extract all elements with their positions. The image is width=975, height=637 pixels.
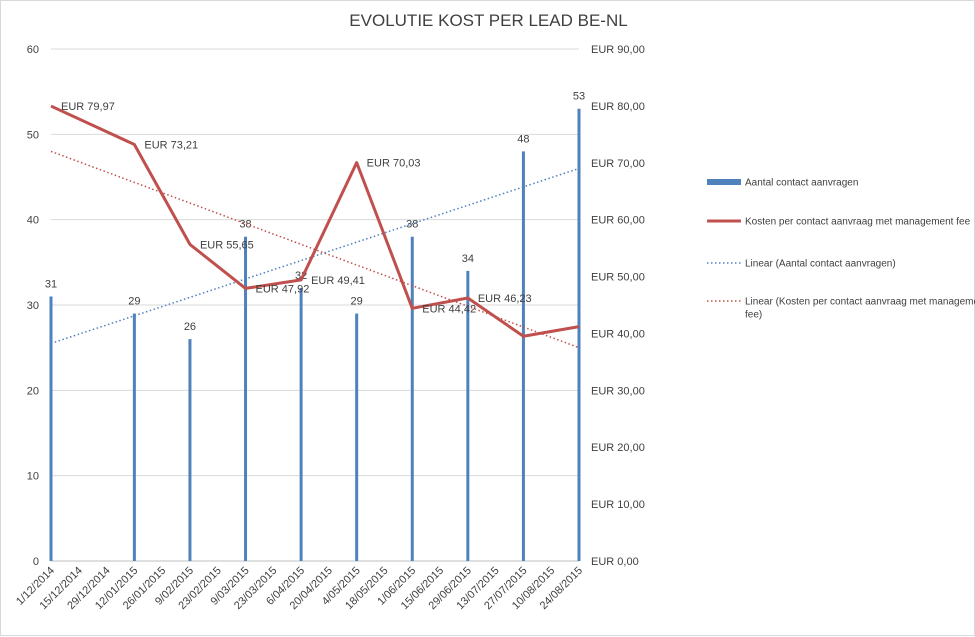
y-right-tick-label: EUR 30,00	[591, 385, 645, 397]
y-right-tick-label: EUR 10,00	[591, 499, 645, 511]
bar-data-label: 31	[45, 278, 57, 290]
legend-label: Aantal contact aanvragen	[745, 178, 858, 189]
y-left-tick-label: 50	[27, 129, 39, 141]
bar-data-label: 38	[239, 219, 251, 231]
y-right-tick-label: EUR 0,00	[591, 556, 639, 568]
y-left-tick-label: 30	[27, 300, 39, 312]
y-right-tick-label: EUR 60,00	[591, 215, 645, 227]
y-left-tick-label: 0	[33, 556, 39, 568]
bar-data-label: 34	[462, 253, 474, 265]
bar	[410, 236, 414, 561]
bar-data-label: 53	[573, 91, 585, 103]
legend-swatch-bar	[707, 179, 741, 185]
trendline	[50, 167, 580, 345]
y-right-tick-label: EUR 70,00	[591, 158, 645, 170]
y-right-tick-label: EUR 80,00	[591, 101, 645, 113]
cost-line	[50, 104, 580, 338]
bar	[132, 313, 136, 561]
line-data-label: EUR 79,97	[61, 101, 115, 113]
bar	[188, 339, 192, 561]
chart-title: EVOLUTIE KOST PER LEAD BE-NL	[349, 11, 628, 30]
bar	[577, 108, 581, 561]
bar	[244, 236, 248, 561]
y-left-tick-label: 20	[27, 385, 39, 397]
line-data-label: EUR 70,03	[367, 158, 421, 170]
line-data-label: EUR 49,41	[311, 275, 365, 287]
legend-label: Linear (Kosten per contact aanvraag met …	[745, 297, 975, 321]
line-data-label: EUR 44,42	[422, 303, 476, 315]
bar-data-label: 29	[128, 296, 140, 308]
bar	[49, 296, 53, 561]
y-right-tick-label: EUR 20,00	[591, 442, 645, 454]
bar-data-label: 48	[517, 133, 529, 145]
bar-data-label: 38	[406, 219, 418, 231]
legend-label: Kosten per contact aanvraag met manageme…	[745, 217, 971, 228]
line-data-label: EUR 47,92	[256, 283, 310, 295]
line-data-label: EUR 46,23	[478, 293, 532, 305]
bar	[355, 313, 359, 561]
bar-data-label: 29	[351, 296, 363, 308]
line-data-label: EUR 55,65	[200, 239, 254, 251]
line-data-label: EUR 73,21	[144, 140, 198, 152]
y-right-tick-label: EUR 90,00	[591, 44, 645, 56]
y-left-tick-label: 40	[27, 215, 39, 227]
bar	[299, 287, 303, 561]
bar-data-label: 26	[184, 321, 196, 333]
y-left-tick-label: 10	[27, 471, 39, 483]
y-right-tick-label: EUR 40,00	[591, 328, 645, 340]
bar	[521, 151, 525, 561]
y-left-tick-label: 60	[27, 44, 39, 56]
legend-label: Linear (Aantal contact aanvragen)	[745, 259, 896, 270]
y-right-tick-label: EUR 50,00	[591, 272, 645, 284]
bar	[466, 270, 470, 561]
